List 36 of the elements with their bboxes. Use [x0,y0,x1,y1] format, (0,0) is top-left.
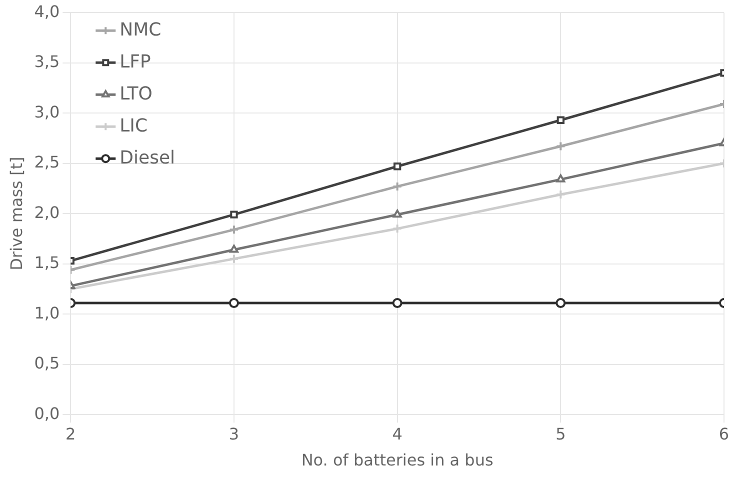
legend-label: NMC [120,19,162,40]
point [556,141,566,152]
point [230,210,238,218]
x-tick-label: 3 [228,424,240,444]
y-tick-label: 4,0 [34,2,60,21]
point [230,244,238,253]
legend-label: Diesel [120,147,176,168]
point [556,298,566,308]
y-tick-label: 2,0 [34,202,60,222]
point [392,224,402,234]
point [556,190,566,200]
point [392,181,402,192]
y-tick-label: 3,0 [34,102,60,122]
x-tick-label: 5 [556,424,566,444]
legend-label: LTO [120,83,152,104]
legend-label: LIC [120,115,148,136]
point [392,298,402,308]
y-tick-label: 2,5 [34,152,60,172]
point [556,174,566,182]
x-axis-title: No. of batteries in a bus [301,450,494,470]
y-tick-label: 3,5 [34,52,60,72]
x-tick-label: 2 [66,424,76,444]
y-tick-label: 1,0 [34,303,60,322]
y-tick-label: 0,5 [34,354,60,373]
legend-label: LFP [120,51,152,72]
x-tick-label: 4 [392,424,402,444]
point [228,224,239,235]
point [392,210,402,218]
point [228,298,239,308]
y-axis-title: Drive mass [t] [6,156,26,270]
point [228,254,239,264]
y-tick-label: 0,0 [34,404,60,423]
x-tick-label: 6 [718,424,730,444]
point [393,162,402,170]
point [556,116,564,124]
y-tick-label: 1,5 [34,253,60,272]
